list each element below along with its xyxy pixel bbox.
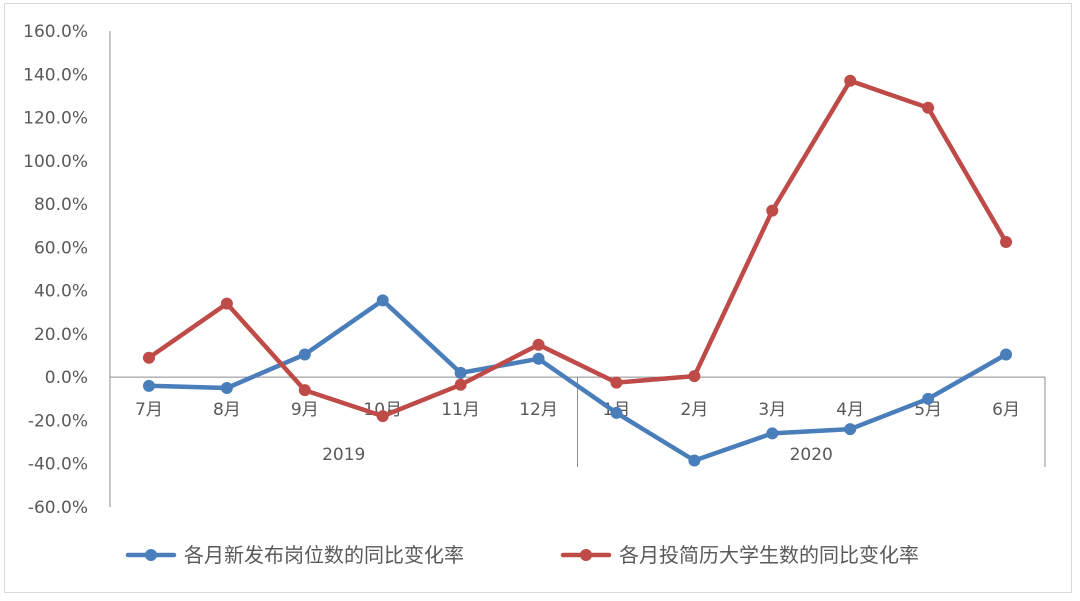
x-tick-label: 5月 — [914, 400, 942, 420]
x-tick-label: 9月 — [291, 400, 319, 420]
data-point — [844, 74, 857, 87]
x-tick-label: 2月 — [680, 400, 708, 420]
series-1 — [142, 294, 1013, 467]
x-tick-label: 7月 — [135, 400, 163, 420]
x-tick-label: 12月 — [519, 400, 558, 420]
data-point — [376, 410, 389, 423]
data-point — [220, 382, 233, 394]
data-point — [766, 427, 779, 440]
series-line — [146, 298, 1009, 463]
legend-label: 各月新发布岗位数的同比变化率 — [184, 543, 464, 567]
data-point — [1000, 348, 1013, 361]
y-tick-label: 20.0% — [34, 325, 88, 345]
data-point — [142, 351, 155, 364]
data-point — [922, 101, 935, 114]
legend-swatch-marker — [145, 549, 157, 561]
y-tick-label: 60.0% — [34, 238, 88, 258]
y-tick-label: 0.0% — [45, 368, 88, 388]
data-point — [376, 294, 389, 307]
y-tick-label: -20.0% — [28, 411, 88, 431]
y-tick-label: 100.0% — [23, 152, 88, 172]
x-tick-label: 11月 — [441, 400, 480, 420]
y-tick-label: 40.0% — [34, 282, 88, 302]
x-tick-label: 4月 — [836, 400, 864, 420]
series-layer — [142, 74, 1013, 467]
x-tick-label: 6月 — [992, 400, 1020, 420]
x-axis: 7月8月9月10月11月12月1月2月3月4月5月6月20192020 — [109, 376, 1046, 467]
series-2 — [142, 74, 1013, 423]
y-tick-label: -60.0% — [28, 498, 88, 518]
data-point — [532, 338, 545, 351]
data-point — [220, 297, 233, 310]
y-tick-label: -40.0% — [28, 455, 88, 475]
y-tick-label: 120.0% — [23, 109, 88, 129]
data-point — [610, 376, 623, 389]
data-point — [298, 384, 311, 397]
x-group-label: 2020 — [790, 445, 833, 465]
data-point — [454, 366, 467, 379]
legend-item-1: 各月新发布岗位数的同比变化率 — [125, 543, 464, 567]
legend: 各月新发布岗位数的同比变化率 各月投简历大学生数的同比变化率 — [125, 543, 919, 567]
data-point — [142, 379, 155, 392]
data-point — [532, 352, 545, 365]
legend-label: 各月投简历大学生数的同比变化率 — [619, 543, 919, 567]
y-tick-label: 160.0% — [23, 22, 88, 42]
data-point — [844, 423, 857, 436]
y-tick-label: 80.0% — [34, 195, 88, 215]
data-point — [298, 348, 311, 361]
legend-swatch-marker — [580, 549, 592, 561]
x-tick-label: 3月 — [758, 400, 786, 420]
data-point — [922, 392, 935, 405]
chart-frame — [4, 3, 1072, 593]
data-point — [610, 406, 623, 419]
series-line — [146, 78, 1009, 419]
legend-item-2: 各月投简历大学生数的同比变化率 — [560, 543, 919, 567]
data-point — [1000, 235, 1013, 248]
data-point — [454, 378, 467, 391]
y-axis: 160.0% 140.0% 120.0% 100.0% 80.0% 60.0% 40.0% 2… — [23, 22, 111, 518]
y-tick-label: 140.0% — [23, 65, 88, 85]
x-tick-label: 8月 — [213, 400, 241, 420]
data-point — [688, 454, 701, 467]
data-point — [688, 370, 701, 383]
data-point — [766, 204, 779, 217]
x-group-label: 2019 — [322, 445, 365, 465]
